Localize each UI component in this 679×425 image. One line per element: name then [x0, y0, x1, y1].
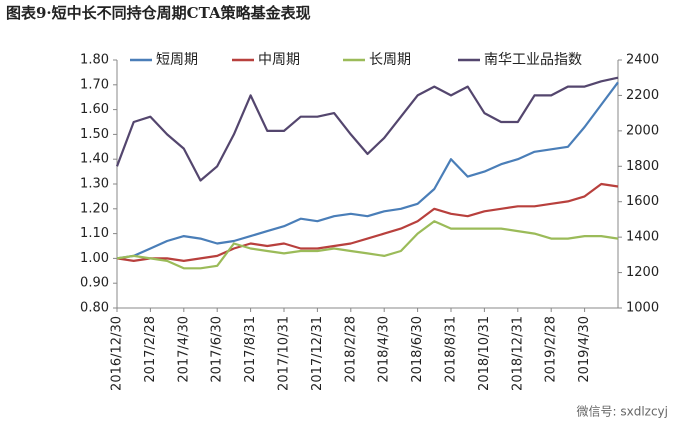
x-tick-label: 2018/10/31: [477, 316, 492, 391]
x-tick-label: 2018/2/28: [343, 316, 358, 383]
series-line: [116, 81, 619, 260]
y-tick-label: 1.70: [80, 77, 109, 92]
legend-label: 南华工业品指数: [484, 52, 582, 68]
y2-tick-label: 2200: [626, 88, 659, 103]
x-tick-label: 2019/4/30: [577, 316, 592, 383]
y2-tick-label: 1400: [626, 230, 659, 245]
x-tick-label: 2017/2/28: [143, 316, 158, 383]
y-tick-label: 1.50: [80, 127, 109, 142]
y-tick-label: 0.80: [80, 301, 109, 316]
y-tick-label: 1.40: [80, 152, 109, 167]
y-tick-label: 1.20: [80, 201, 109, 216]
y2-tick-label: 1000: [626, 301, 659, 316]
y-tick-label: 1.30: [80, 177, 109, 192]
series-line: [116, 220, 619, 270]
y2-tick-label: 2400: [626, 53, 659, 68]
x-tick-label: 2018/6/30: [410, 316, 425, 383]
x-tick-label: 2017/6/30: [210, 316, 225, 383]
watermark: 微信号: sxdlzcyj: [577, 405, 669, 419]
y2-tick-label: 1600: [626, 194, 659, 209]
x-tick-label: 2019/2/28: [544, 316, 559, 383]
y2-tick-label: 2000: [626, 123, 659, 138]
x-tick-label: 2017/12/31: [310, 316, 325, 391]
y-tick-label: 0.90: [80, 276, 109, 291]
y-tick-label: 1.80: [80, 53, 109, 68]
series-line: [116, 182, 619, 262]
y2-tick-label: 1800: [626, 159, 659, 174]
y-tick-label: 1.60: [80, 102, 109, 117]
series-line: [115, 76, 619, 182]
x-tick-label: 2017/8/31: [243, 316, 258, 383]
x-tick-label: 2017/10/31: [277, 316, 292, 391]
legend-label: 中周期: [258, 52, 300, 68]
chart-title: 图表9·短中长不同持仓周期CTA策略基金表现: [6, 4, 311, 22]
y-tick-label: 1.10: [80, 226, 109, 241]
x-tick-label: 2018/4/30: [377, 316, 392, 383]
x-tick-label: 2017/4/30: [176, 316, 191, 383]
legend-label: 长周期: [369, 52, 411, 68]
y-tick-label: 1.00: [80, 251, 109, 266]
x-tick-label: 2016/12/30: [110, 316, 125, 391]
legend-label: 短周期: [156, 52, 198, 68]
x-tick-label: 2018/8/31: [444, 316, 459, 383]
y2-tick-label: 1200: [626, 265, 659, 280]
x-tick-label: 2018/12/31: [510, 316, 525, 391]
